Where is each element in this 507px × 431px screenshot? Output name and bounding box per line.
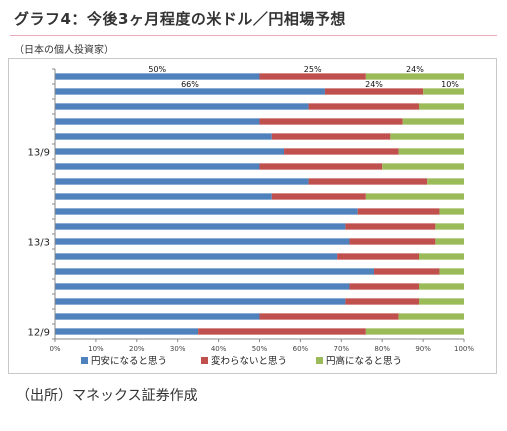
bar-segment [55, 88, 325, 95]
bar-segment [271, 133, 391, 140]
bar-segment [439, 208, 464, 215]
bar-segment [55, 253, 338, 260]
bar-segment [55, 238, 350, 245]
legend-label: 変わらないと思う [211, 355, 287, 367]
bar-segment [259, 118, 403, 125]
bar-segment [337, 253, 420, 260]
bar-segment [345, 223, 436, 230]
y-tick-label: 13/3 [28, 238, 50, 249]
bar-segment [419, 103, 464, 110]
legend-label: 円安になると思う [91, 355, 167, 367]
bar-segment [55, 283, 350, 290]
bar-segment [55, 133, 272, 140]
bar-segment [55, 313, 260, 320]
bar-segment [398, 313, 464, 320]
source-note: （出所）マネックス証券作成 [16, 388, 198, 404]
bar-segment [419, 298, 464, 305]
y-tick-label: 13/9 [28, 148, 50, 159]
legend-label: 円高になると思う [326, 355, 402, 367]
data-label: 24% [365, 80, 383, 89]
bar-segment [55, 328, 199, 335]
x-tick-label: 50% [252, 345, 268, 353]
legend-swatch [201, 357, 208, 364]
bar-segment [365, 328, 464, 335]
data-label: 10% [441, 80, 459, 89]
bar-segment [198, 328, 366, 335]
bar-segment [55, 178, 309, 185]
bar-segment [259, 163, 383, 170]
bar-segment [284, 148, 399, 155]
bar-segment [55, 103, 309, 110]
bar-segment [419, 253, 464, 260]
legend-swatch [316, 357, 323, 364]
y-tick-label: 12/9 [28, 328, 50, 339]
bar-segment [382, 163, 464, 170]
bar-segment [55, 298, 346, 305]
bar-segment [55, 148, 285, 155]
bar-segment [435, 238, 464, 245]
bar-segment [324, 88, 424, 95]
legend-group: 円安になると思う 変わらないと思う 円高になると思う [81, 355, 402, 367]
bar-segment [55, 73, 260, 80]
x-tick-label: 60% [293, 345, 309, 353]
data-label: 25% [304, 65, 322, 74]
bar-segment [374, 268, 440, 275]
x-tick-label: 30% [170, 345, 186, 353]
bar-segment [55, 193, 272, 200]
x-tick-label: 100% [454, 345, 474, 353]
x-tick-label: 80% [374, 345, 390, 353]
bar-segment [55, 223, 346, 230]
bars-group [55, 73, 464, 335]
x-tick-label: 10% [88, 345, 104, 353]
legend-swatch [81, 357, 88, 364]
x-tick-label: 70% [334, 345, 350, 353]
bar-segment [271, 193, 366, 200]
bar-segment [439, 268, 464, 275]
axes-group: 0% 10% 20% 30% 40% 50% 60% 70% 80% 90% 100% 13/9 13/… [28, 68, 474, 353]
bar-segment [55, 163, 260, 170]
bar-segment [55, 268, 375, 275]
bar-segment [349, 238, 436, 245]
x-tick-label: 0% [49, 345, 60, 353]
chart-frame: 0% 10% 20% 30% 40% 50% 60% 70% 80% 90% 100% 13/9 13/… [8, 58, 497, 374]
chart-subtitle: （日本の個人投資家） [14, 45, 114, 56]
data-label: 24% [406, 65, 424, 74]
x-tick-label: 90% [415, 345, 431, 353]
bar-segment [308, 103, 420, 110]
data-label: 50% [148, 65, 166, 74]
x-tick-label: 40% [211, 345, 227, 353]
bar-segment [398, 148, 464, 155]
bar-segment [55, 118, 260, 125]
chart-title: グラフ4：今後3ヶ月程度の米ドル／円相場予想 [14, 10, 346, 28]
data-label: 66% [181, 80, 199, 89]
data-labels-group: 50% 25% 24% 66% 24% 10% [148, 65, 459, 89]
stacked-bar-chart: 0% 10% 20% 30% 40% 50% 60% 70% 80% 90% 100% 13/9 13/… [28, 65, 475, 367]
bar-segment [349, 283, 420, 290]
x-tick-label: 20% [129, 345, 145, 353]
bar-segment [308, 178, 428, 185]
bar-segment [419, 283, 464, 290]
bar-segment [402, 118, 464, 125]
bar-segment [357, 208, 440, 215]
bar-segment [435, 223, 464, 230]
bar-segment [345, 298, 420, 305]
bar-segment [365, 193, 464, 200]
bar-segment [259, 73, 366, 80]
bar-segment [423, 88, 464, 95]
bar-segment [427, 178, 464, 185]
bar-segment [259, 313, 399, 320]
bar-segment [365, 73, 464, 80]
title-rule [10, 35, 497, 36]
bar-segment [55, 208, 358, 215]
bar-segment [390, 133, 464, 140]
